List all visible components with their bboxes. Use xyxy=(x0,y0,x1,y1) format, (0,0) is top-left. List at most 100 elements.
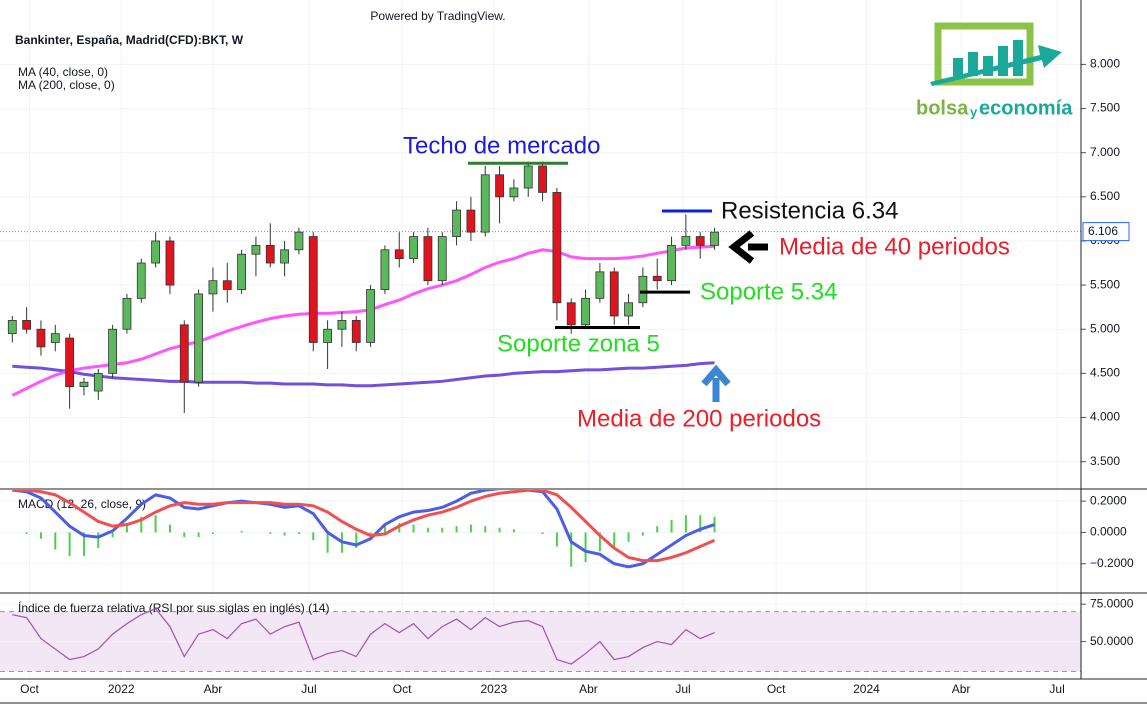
line xyxy=(12,361,715,388)
histogram-bar xyxy=(312,532,315,541)
legend-entry: MA (200, close, 0) xyxy=(18,78,115,92)
histogram-bar xyxy=(455,526,458,533)
histogram-bar xyxy=(670,519,673,533)
histogram-bar xyxy=(412,524,415,533)
candle-body xyxy=(194,293,204,383)
histogram-bar xyxy=(555,532,558,547)
histogram-bar xyxy=(82,532,85,556)
x-tick-label: 2022 xyxy=(108,682,135,696)
histogram-bar xyxy=(426,527,429,533)
histogram-bar xyxy=(641,532,644,536)
annotation: Media de 40 periodos xyxy=(779,233,1010,260)
annotation: Media de 200 periodos xyxy=(577,405,821,432)
candle-body xyxy=(65,337,75,388)
x-tick-label: Oct xyxy=(393,682,412,696)
histogram-bar xyxy=(584,532,587,563)
histogram-bar xyxy=(125,526,128,533)
y-tick-label: 7.000 xyxy=(1090,145,1120,159)
histogram-bar xyxy=(541,532,544,534)
candle-body xyxy=(280,249,289,264)
histogram-bar xyxy=(512,529,515,533)
candle-body xyxy=(366,289,375,343)
candle-body xyxy=(294,231,304,251)
histogram-bar xyxy=(441,527,444,533)
x-tick-label: Oct xyxy=(767,682,786,696)
candle-body xyxy=(480,174,490,233)
candle-body xyxy=(165,240,175,286)
x-tick-label: Jul xyxy=(675,682,690,696)
candle-body xyxy=(667,244,676,282)
candle-body xyxy=(394,249,404,260)
candle-body xyxy=(136,262,146,299)
candle-body xyxy=(237,253,247,290)
background xyxy=(0,0,1081,679)
histogram-bar xyxy=(283,532,286,536)
histogram-bar xyxy=(498,527,501,533)
candle-body xyxy=(179,324,189,383)
x-tick-label: Abr xyxy=(204,682,223,696)
x-tick-label: Abr xyxy=(952,682,971,696)
y-tick-label: 4.500 xyxy=(1090,366,1120,380)
candle-body xyxy=(710,231,719,246)
candle-body xyxy=(581,297,590,326)
histogram-bar xyxy=(355,532,358,549)
candle-body xyxy=(323,328,332,343)
candle-body xyxy=(308,236,318,343)
candle-body xyxy=(151,240,161,264)
candle-body xyxy=(538,165,547,193)
legend-entry: MA (40, close, 0) xyxy=(18,65,108,79)
annotation: Soporte zona 5 xyxy=(497,330,660,357)
histogram-bar xyxy=(68,532,71,556)
histogram-bar xyxy=(168,524,171,533)
y-tick-label: 75.0000 xyxy=(1090,596,1134,610)
annotation: Techo de mercado xyxy=(403,132,600,159)
x-tick-label: Abr xyxy=(579,682,598,696)
candle-body xyxy=(466,209,476,233)
histogram-bar xyxy=(140,516,143,533)
arrows xyxy=(701,230,768,402)
histogram-bar xyxy=(211,532,214,534)
candle-body xyxy=(108,328,118,374)
annotation: Resistencia 6.34 xyxy=(721,197,898,224)
histogram-bar xyxy=(570,532,573,567)
y-tick-label: 7.500 xyxy=(1090,101,1120,115)
histogram-bar xyxy=(39,532,42,539)
candle-body xyxy=(495,174,504,198)
line xyxy=(12,607,715,665)
candle-body xyxy=(93,372,103,392)
candle-body xyxy=(423,236,433,282)
candle-body xyxy=(552,192,562,304)
candle-body xyxy=(36,328,46,348)
histogram-bar xyxy=(97,532,100,549)
panel-title: Índice de fuerza relativa (RSI por sus s… xyxy=(18,600,329,615)
histogram-bar xyxy=(469,524,472,533)
symbol-title: Bankinter, España, Madrid(CFD):BKT, W xyxy=(15,33,244,47)
histogram-bar xyxy=(25,532,28,534)
line xyxy=(11,244,715,397)
x-tick-label: Oct xyxy=(20,682,39,696)
logo: bolsa y economía xyxy=(916,22,1073,119)
candle-body xyxy=(409,236,418,260)
candle-body xyxy=(695,236,705,246)
candle-body xyxy=(22,320,32,330)
annotation: Soporte 5.34 xyxy=(700,278,837,305)
histogram-bar xyxy=(598,532,601,552)
x-tick-label: Jul xyxy=(1049,682,1064,696)
candle-body xyxy=(208,280,218,295)
histogram-bar xyxy=(269,532,272,534)
powered-by: Powered by TradingView. xyxy=(370,9,505,23)
y-tick-label: 5.000 xyxy=(1090,321,1120,335)
y-tick-label: 50.0000 xyxy=(1090,634,1134,648)
x-tick-label: Jul xyxy=(301,682,316,696)
y-tick-label: −0.2000 xyxy=(1090,556,1134,570)
candle-body xyxy=(251,244,261,255)
candle-body xyxy=(50,333,60,343)
candle-body xyxy=(652,275,662,282)
candle-body xyxy=(509,187,519,198)
y-tick-label: 6.500 xyxy=(1090,189,1120,203)
price-label-box xyxy=(1082,222,1130,242)
histogram-bar xyxy=(154,515,157,533)
candle-body xyxy=(452,209,461,237)
histogram-bar xyxy=(484,526,487,533)
candle-body xyxy=(351,320,361,343)
